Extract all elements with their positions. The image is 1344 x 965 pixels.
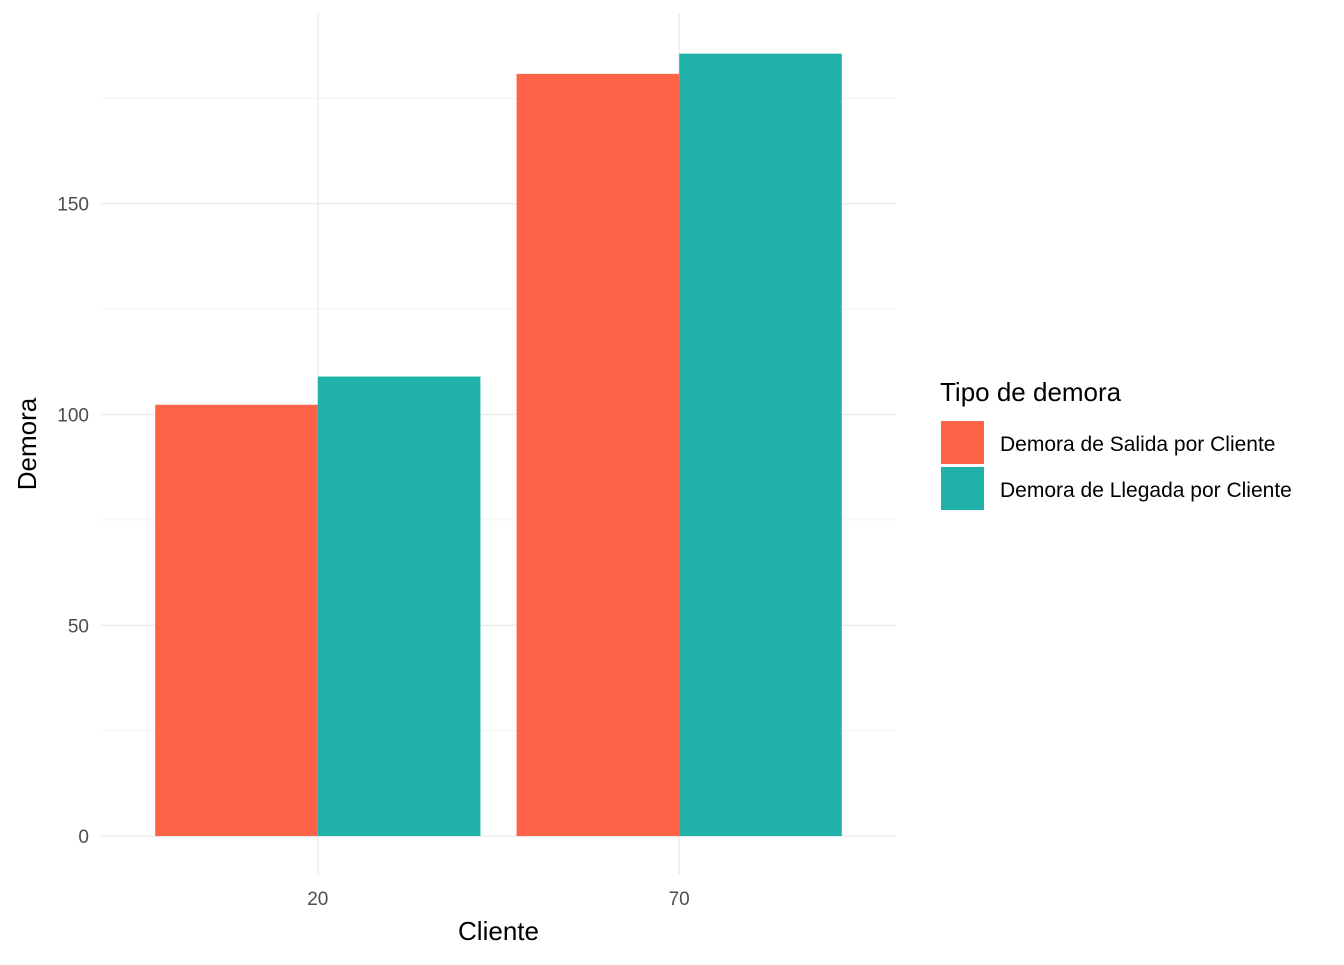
legend-title: Tipo de demora: [940, 377, 1122, 407]
legend-key-salida: [941, 421, 984, 464]
y-tick-label: 100: [57, 405, 89, 426]
bars: [155, 53, 842, 837]
y-tick-label: 50: [68, 616, 89, 637]
x-tick-label: 20: [307, 889, 328, 910]
bar-salida-70: [516, 73, 680, 837]
x-axis-title: Cliente: [458, 916, 539, 946]
tick-labels: 0 50 100 150 20 70: [57, 195, 689, 910]
y-tick-label: 0: [78, 827, 89, 848]
legend-label-llegada: Demora de Llegada por Cliente: [1000, 479, 1292, 502]
y-axis-title: Demora: [12, 397, 42, 490]
bar-salida-20: [155, 404, 318, 837]
legend-key-llegada: [941, 467, 984, 510]
y-tick-label: 150: [57, 195, 89, 216]
bar-llegada-20: [317, 376, 481, 837]
x-tick-label: 70: [669, 889, 690, 910]
legend-label-salida: Demora de Salida por Cliente: [1000, 433, 1275, 456]
legend: Tipo de demora Demora de Salida por Clie…: [940, 377, 1292, 510]
bar-llegada-70: [679, 53, 842, 837]
